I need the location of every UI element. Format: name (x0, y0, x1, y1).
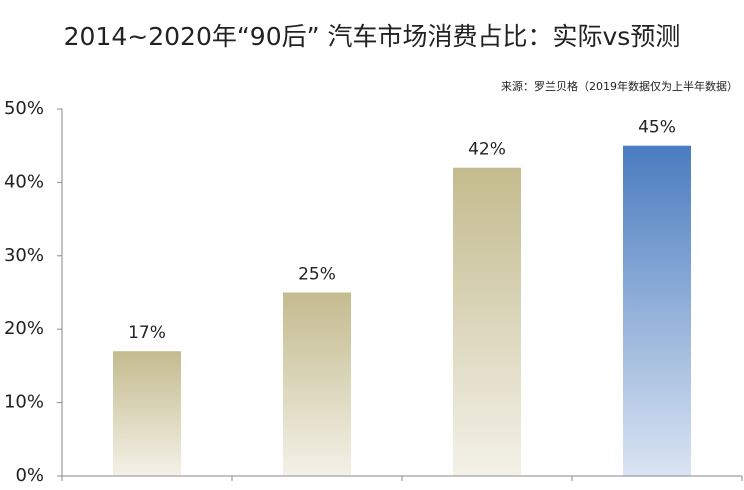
y-tick-label: 40% (4, 171, 44, 192)
value-label: 25% (298, 265, 336, 285)
value-label: 42% (468, 140, 506, 160)
bar (453, 167, 521, 476)
bar (283, 292, 351, 476)
y-tick-label: 10% (4, 392, 44, 413)
source-note: 来源：罗兰贝格（2019年数据仅为上半年数据） (501, 79, 738, 93)
y-tick-label: 0% (15, 465, 44, 486)
value-label: 17% (128, 323, 166, 343)
value-label: 45% (638, 118, 676, 138)
chart-title: 2014~2020年“90后” 汽车市场消费占比：实际vs预测 (64, 22, 681, 51)
y-tick-label: 20% (4, 318, 44, 339)
y-tick-label: 30% (4, 245, 44, 266)
bar (113, 351, 181, 476)
y-tick-label: 50% (4, 98, 44, 119)
bar (623, 145, 691, 476)
